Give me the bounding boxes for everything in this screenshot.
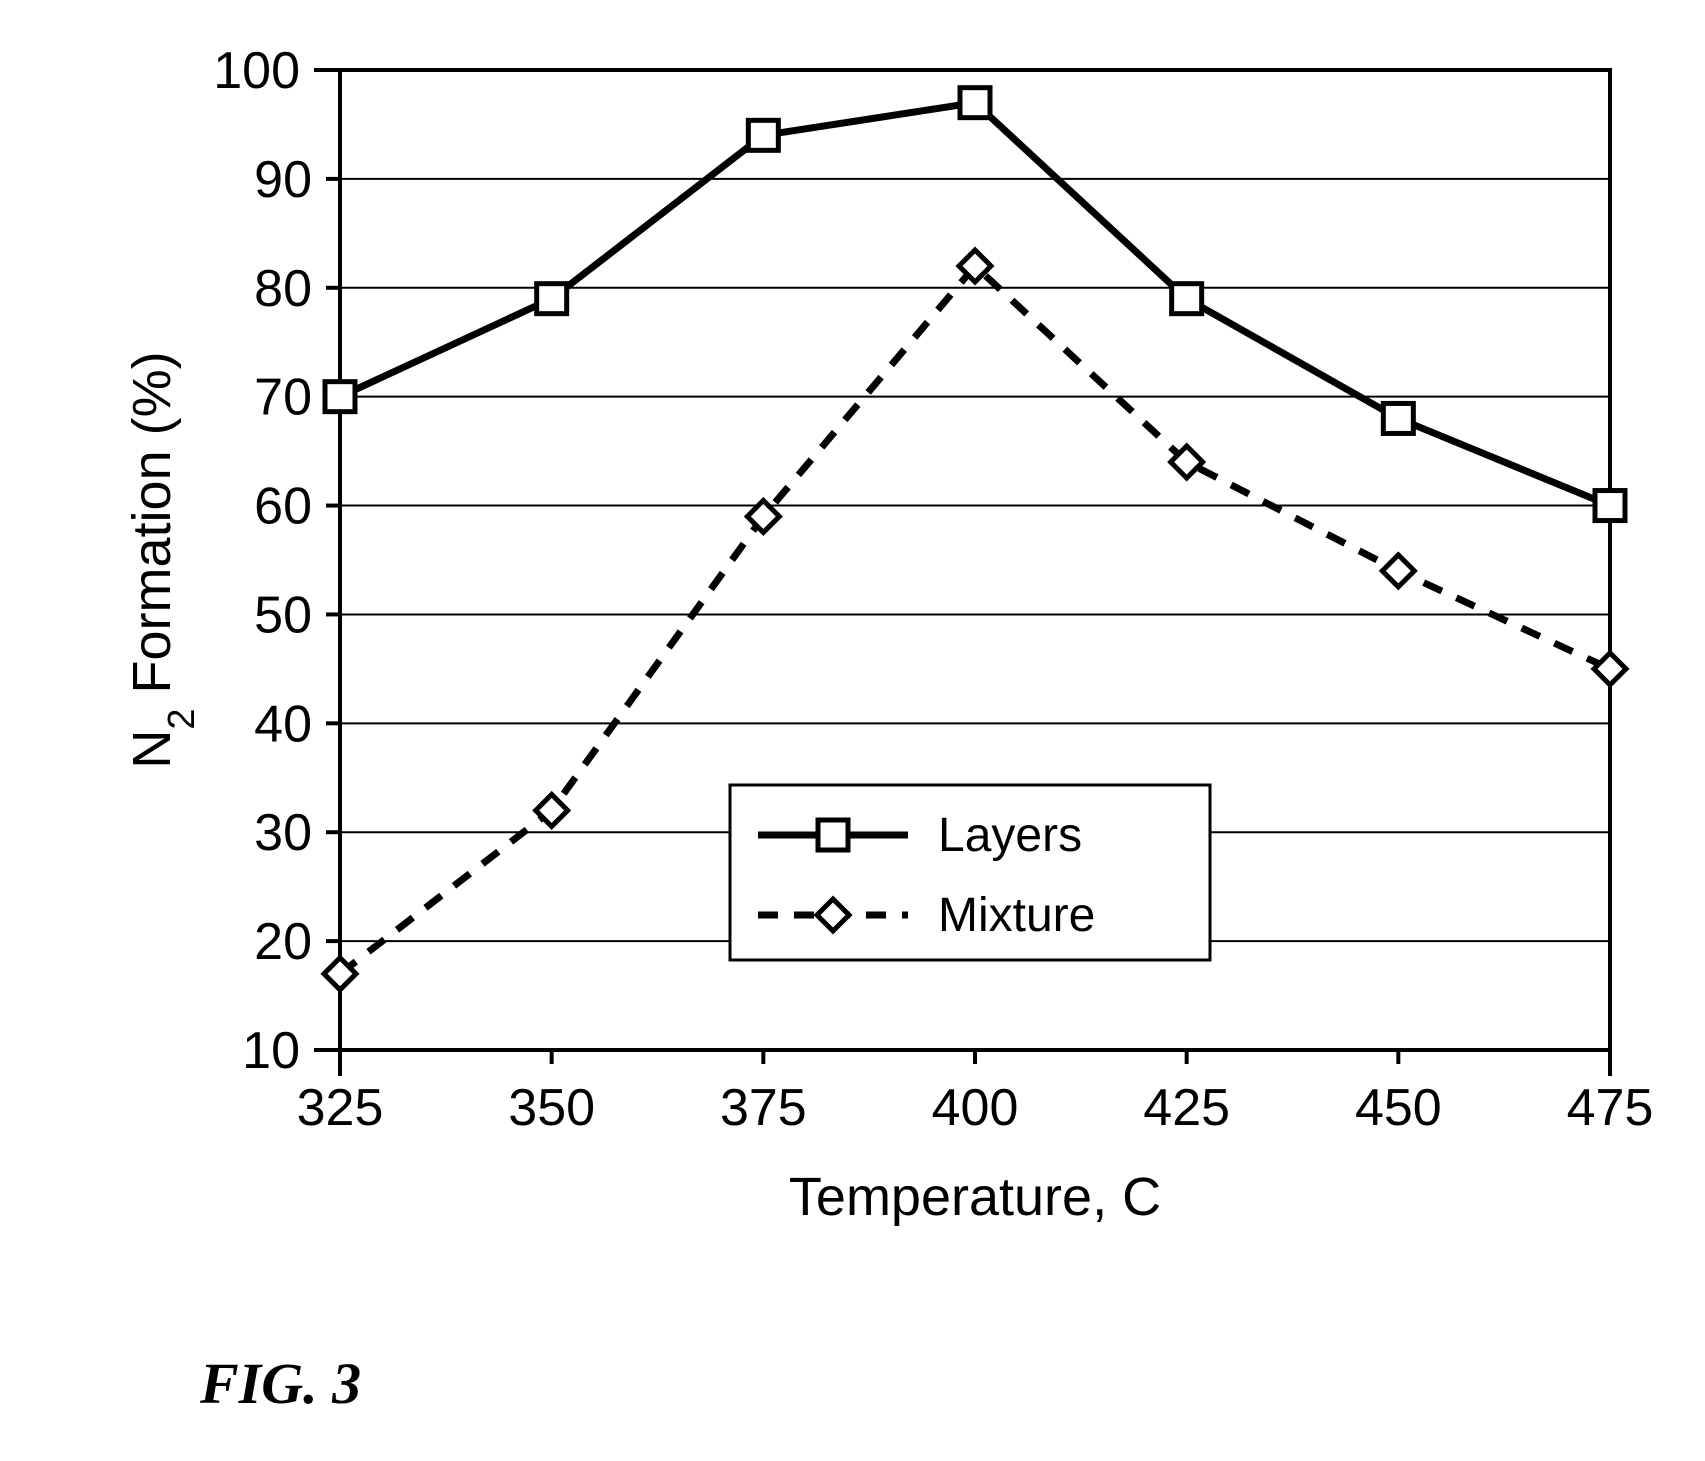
x-tick-label: 450 [1355, 1079, 1442, 1137]
series-marker-layers [1383, 403, 1413, 433]
figure-caption: FIG. 3 [200, 1350, 361, 1417]
y-tick-label: 70 [254, 369, 312, 427]
y-tick-label: 100 [213, 42, 300, 100]
y-tick-label: 50 [254, 586, 312, 644]
y-tick-label: 40 [254, 695, 312, 753]
y-tick-label: 20 [254, 913, 312, 971]
y-tick-label: 60 [254, 478, 312, 536]
page: { "chart": { "type": "line", "x_values":… [0, 0, 1705, 1461]
series-marker-layers [325, 382, 355, 412]
y-axis-label: N2 Formation (%) [122, 351, 203, 768]
x-tick-label: 400 [932, 1079, 1019, 1137]
line-chart: 325 350 375 400 425 450 475 10 20 30 40 50 60 70 80 90 1… [110, 40, 1670, 1300]
chart-container: 325 350 375 400 425 450 475 10 20 30 40 50 60 70 80 90 1… [110, 40, 1670, 1305]
series-marker-layers [537, 284, 567, 314]
legend-label-layers: Layers [938, 809, 1082, 862]
x-tick-label: 350 [508, 1079, 595, 1137]
x-axis-label: Temperature, C [789, 1167, 1161, 1227]
x-tick-label: 425 [1143, 1079, 1230, 1137]
y-tick-label: 10 [242, 1022, 300, 1080]
legend: Layers Mixture [730, 785, 1210, 960]
legend-label-mixture: Mixture [938, 889, 1095, 942]
series-marker-layers [960, 88, 990, 118]
y-tick-label: 90 [254, 151, 312, 209]
x-tick-label: 475 [1567, 1079, 1654, 1137]
series-marker-layers [748, 120, 778, 150]
x-tick-label: 325 [297, 1079, 384, 1137]
x-tick-label: 375 [720, 1079, 807, 1137]
series-marker-layers [1595, 491, 1625, 521]
y-tick-label: 30 [254, 804, 312, 862]
series-marker-layers [1172, 284, 1202, 314]
y-tick-label: 80 [254, 260, 312, 318]
